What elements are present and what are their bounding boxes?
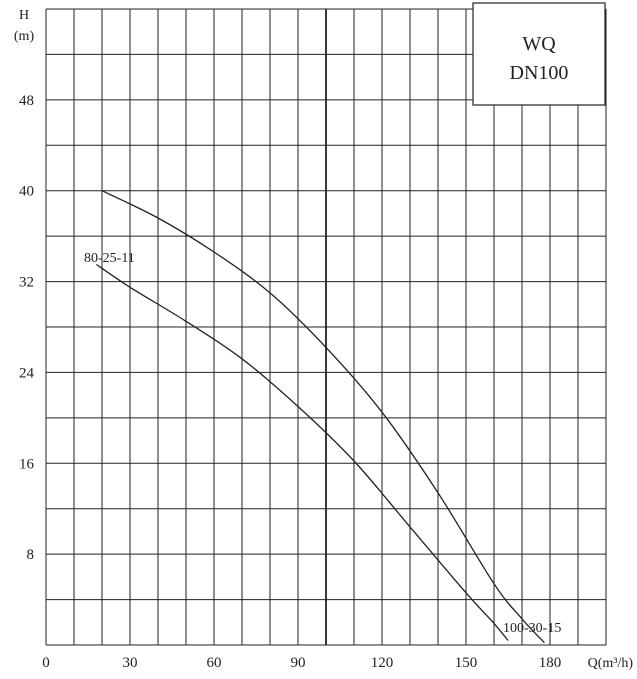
y-axis-unit: (m) [14, 29, 35, 44]
grid [45, 8, 607, 646]
series-label-80-25-11: 80-25-11 [84, 251, 135, 266]
title-line-1: WQ [522, 33, 556, 55]
x-tick-label: 0 [42, 655, 50, 671]
title-box [472, 2, 606, 106]
curve-80-25-11 [96, 263, 509, 641]
x-tick-label: 150 [455, 655, 478, 671]
performance-curves [96, 190, 545, 644]
title-line-2: DN100 [510, 62, 569, 84]
x-axis-label: Q(m³/h) [588, 656, 634, 671]
curve-100-30-15 [101, 190, 545, 644]
x-tick-label: 60 [207, 655, 222, 671]
x-tick-label: 180 [539, 655, 562, 671]
tick-labels: 0 30 60 90 120 150 180 8 16 24 32 40 48 [19, 93, 561, 671]
x-tick-label: 90 [291, 655, 306, 671]
y-tick-label: 16 [19, 456, 35, 472]
y-axis-label: H [19, 8, 29, 23]
y-tick-label: 8 [27, 547, 35, 563]
series-label-100-30-15: 100-30-15 [503, 621, 561, 636]
y-tick-label: 32 [19, 275, 34, 291]
y-tick-label: 40 [19, 184, 34, 200]
x-tick-label: 30 [123, 655, 138, 671]
y-tick-label: 48 [19, 93, 34, 109]
y-tick-label: 24 [19, 365, 35, 381]
x-tick-label: 120 [371, 655, 394, 671]
